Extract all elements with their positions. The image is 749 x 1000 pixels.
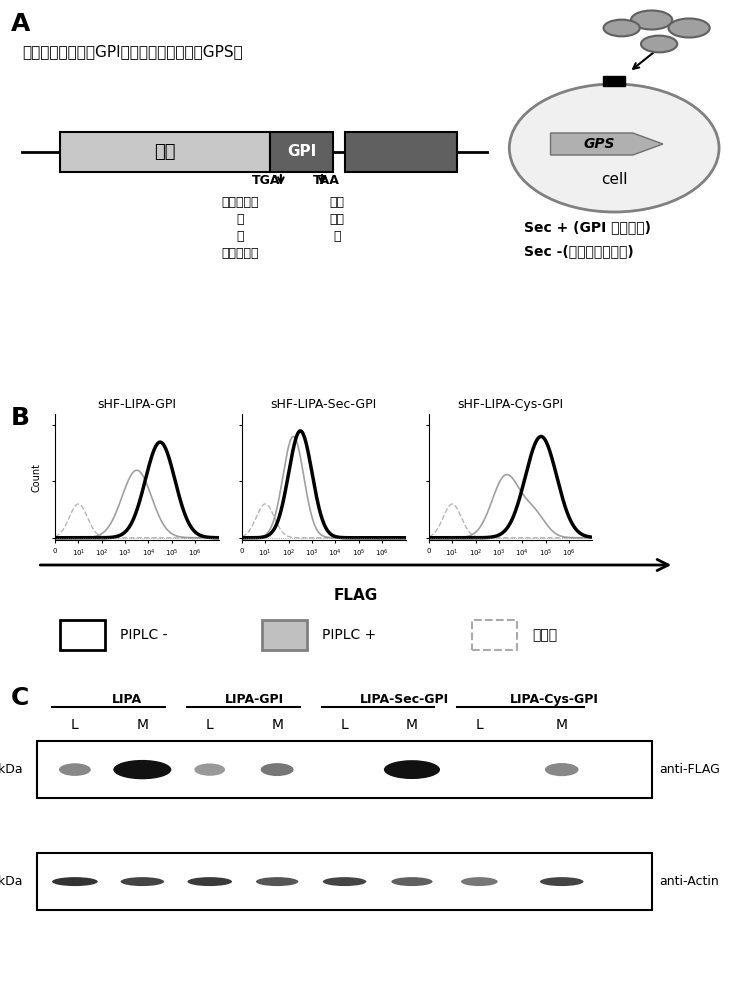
Text: 含有硞代半胱氨酸GPI锁定蛋白表达系统（GPS）: 含有硞代半胱氨酸GPI锁定蛋白表达系统（GPS） [22, 44, 243, 59]
Text: anti-FLAG: anti-FLAG [659, 763, 720, 776]
Ellipse shape [669, 18, 710, 37]
Text: Sec -(可溶性分泌蛋白): Sec -(可溶性分泌蛋白) [524, 244, 634, 258]
Text: PIPLC -: PIPLC - [120, 628, 167, 642]
Text: 终止
密码
子: 终止 密码 子 [330, 196, 345, 243]
Ellipse shape [631, 10, 673, 29]
Text: GPS: GPS [583, 137, 615, 151]
FancyBboxPatch shape [60, 132, 270, 172]
Text: Sec + (GPI 锁定蛋白): Sec + (GPI 锁定蛋白) [524, 220, 652, 234]
Ellipse shape [52, 877, 97, 886]
Text: LIPA-Cys-GPI: LIPA-Cys-GPI [510, 693, 598, 706]
Text: M: M [556, 718, 568, 732]
Text: C: C [11, 686, 30, 710]
Title: sHF-LIPA-GPI: sHF-LIPA-GPI [97, 398, 176, 411]
FancyBboxPatch shape [345, 132, 457, 172]
Ellipse shape [323, 877, 366, 886]
Text: anti-Actin: anti-Actin [659, 875, 719, 888]
Text: cell: cell [601, 172, 628, 188]
Ellipse shape [545, 763, 578, 776]
Text: TAA: TAA [312, 174, 339, 187]
Ellipse shape [384, 760, 440, 779]
Ellipse shape [195, 763, 225, 776]
Ellipse shape [540, 877, 583, 886]
Text: L: L [341, 718, 348, 732]
Text: LIPA-Sec-GPI: LIPA-Sec-GPI [360, 693, 449, 706]
FancyBboxPatch shape [262, 620, 307, 650]
Text: 55kDa: 55kDa [0, 763, 22, 776]
Ellipse shape [641, 36, 677, 52]
Text: M: M [136, 718, 148, 732]
Text: B: B [11, 406, 30, 430]
Text: PIPLC +: PIPLC + [322, 628, 376, 642]
Ellipse shape [113, 760, 172, 779]
Text: 45kDa: 45kDa [0, 875, 22, 888]
Bar [37, 853, 652, 910]
FancyBboxPatch shape [472, 620, 517, 650]
Text: L: L [71, 718, 79, 732]
Text: A: A [11, 12, 31, 36]
Ellipse shape [391, 877, 433, 886]
Title: sHF-LIPA-Sec-GPI: sHF-LIPA-Sec-GPI [270, 398, 377, 411]
Ellipse shape [256, 877, 298, 886]
Text: 基因: 基因 [154, 143, 175, 161]
Text: 硞代半胱氨
酸
或
终止密码子: 硞代半胱氨 酸 或 终止密码子 [221, 196, 258, 260]
Bar [603, 76, 625, 86]
Text: L: L [206, 718, 213, 732]
Text: SECIS 序列: SECIS 序列 [374, 113, 434, 126]
Bar [37, 741, 652, 798]
FancyBboxPatch shape [270, 132, 333, 172]
Ellipse shape [187, 877, 232, 886]
Ellipse shape [461, 877, 498, 886]
FancyArrow shape [551, 133, 663, 155]
Ellipse shape [509, 84, 719, 212]
FancyBboxPatch shape [60, 620, 105, 650]
Ellipse shape [121, 877, 164, 886]
Text: LIPA: LIPA [112, 693, 142, 706]
Text: LIPA-GPI: LIPA-GPI [225, 693, 284, 706]
Ellipse shape [604, 20, 640, 36]
Text: M: M [406, 718, 418, 732]
Text: L: L [476, 718, 483, 732]
Text: M: M [271, 718, 283, 732]
Title: sHF-LIPA-Cys-GPI: sHF-LIPA-Cys-GPI [458, 398, 564, 411]
Text: TGA: TGA [252, 174, 280, 187]
Text: GPI: GPI [287, 144, 316, 159]
Y-axis label: Count: Count [31, 462, 42, 491]
Text: FLAG: FLAG [333, 587, 378, 602]
Ellipse shape [261, 763, 294, 776]
Ellipse shape [59, 763, 91, 776]
Text: 不表达: 不表达 [532, 628, 557, 642]
